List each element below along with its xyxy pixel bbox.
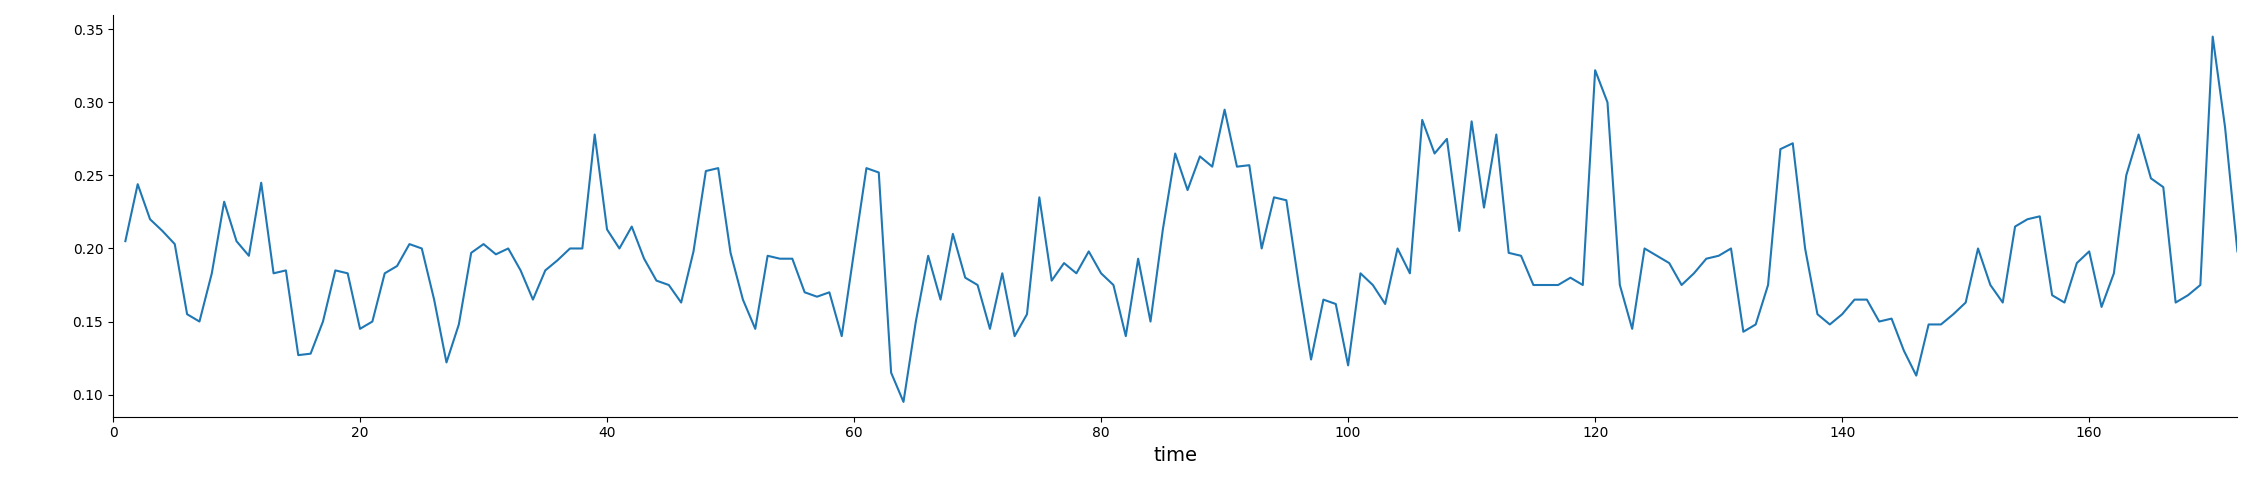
X-axis label: time: time [1153, 446, 1198, 465]
